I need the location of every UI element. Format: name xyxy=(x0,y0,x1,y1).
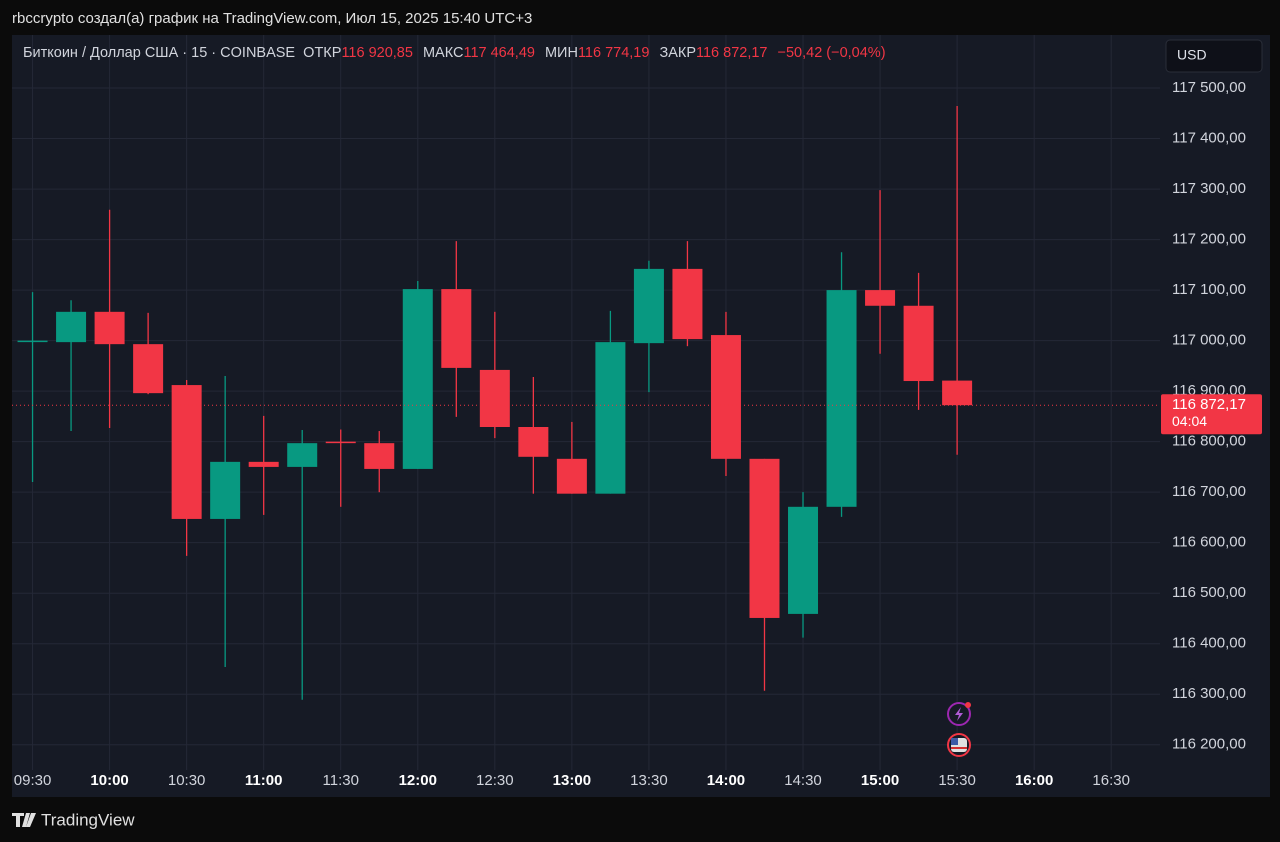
x-tick-label: 11:30 xyxy=(323,772,359,789)
chart-panel xyxy=(12,35,1270,797)
currency[interactable]: USD xyxy=(1177,47,1207,63)
legend-label: МАКС xyxy=(422,45,464,61)
y-tick-label: 117 100,00 xyxy=(1172,281,1246,298)
candle-body xyxy=(479,369,510,427)
candle-body xyxy=(556,458,587,494)
y-tick-label: 117 300,00 xyxy=(1172,180,1246,197)
brand: TradingView xyxy=(12,810,135,829)
candle-body xyxy=(402,289,433,469)
x-tick-label: 12:30 xyxy=(476,772,514,789)
candle-body xyxy=(287,443,318,467)
lightning xyxy=(955,707,963,721)
candle-body xyxy=(595,342,626,494)
legend-label: ЗАКР xyxy=(659,45,696,61)
candle-body xyxy=(56,311,87,343)
candle-body xyxy=(749,458,780,618)
x-tick-label: 10:30 xyxy=(168,772,206,789)
x-tick-label: 13:00 xyxy=(553,772,591,789)
legend-label: ОТКР xyxy=(303,45,342,61)
x-tick-label: 14:30 xyxy=(784,772,822,789)
candle-body xyxy=(248,461,279,467)
x-tick-label: 13:30 xyxy=(630,772,668,789)
x-tick-label: 09:30 xyxy=(14,772,52,789)
legend-value: 117 464,49 xyxy=(463,45,535,61)
candle-body xyxy=(633,268,664,344)
event-dot xyxy=(965,702,971,708)
currency-box[interactable] xyxy=(1165,39,1263,73)
candle-body xyxy=(826,290,857,507)
price-label: 116 872,17 xyxy=(1172,396,1246,413)
candle-body xyxy=(364,443,395,469)
y-tick-label: 117 500,00 xyxy=(1172,79,1246,96)
candle-body xyxy=(17,340,48,343)
price-label-box xyxy=(1161,394,1262,435)
candle-body xyxy=(133,344,164,394)
grid: 116 200,00 116 300,00 116 400,00 116 500,00… xyxy=(12,35,1246,789)
candle-body xyxy=(171,385,202,519)
candle-body xyxy=(94,311,125,345)
countdown: 04:04 xyxy=(1172,413,1207,429)
legend-value: 116 920,85 xyxy=(341,45,413,61)
candle-body xyxy=(865,290,896,306)
x-tick-label: 15:00 xyxy=(861,772,899,789)
candle-body xyxy=(210,461,241,519)
x-tick-label: 12:00 xyxy=(399,772,437,789)
y-tick-label: 117 400,00 xyxy=(1172,130,1246,147)
y-tick-label: 116 200,00 xyxy=(1172,736,1246,753)
candle-body xyxy=(903,305,934,382)
candle-body xyxy=(441,289,472,368)
x-tick-label: 11:00 xyxy=(245,772,283,789)
y-tick-label: 117 000,00 xyxy=(1172,332,1246,349)
logo xyxy=(12,813,36,827)
event-icons xyxy=(947,702,971,757)
y-tick-label: 116 300,00 xyxy=(1172,685,1246,702)
y-tick-label: 116 400,00 xyxy=(1172,635,1246,652)
x-tick-label: 10:00 xyxy=(90,772,128,789)
x-tick-label: 15:30 xyxy=(938,772,976,789)
legend-label: МИН xyxy=(544,45,578,61)
flag-canton xyxy=(951,738,958,745)
candle-body xyxy=(788,506,819,614)
y-tick-label: 116 700,00 xyxy=(1172,483,1246,500)
y-tick-label: 116 500,00 xyxy=(1172,584,1246,601)
x-tick-label: 14:00 xyxy=(707,772,745,789)
y-tick-label: 116 600,00 xyxy=(1172,534,1246,551)
legend-value: 116 872,17 xyxy=(696,45,768,61)
brand-name: TradingView xyxy=(41,810,135,829)
candle-body xyxy=(672,268,703,340)
legend: Биткоин / Доллар США · 15 · COINBASE ОТК… xyxy=(23,45,896,61)
y-tick-label: 117 200,00 xyxy=(1172,231,1246,248)
legend-value: 116 774,19 xyxy=(577,45,650,61)
x-tick-label: 16:00 xyxy=(1015,772,1053,789)
caption: rbccrypto создал(а) график на TradingVie… xyxy=(12,10,532,27)
symbol: Биткоин / Доллар США · 15 · COINBASE xyxy=(23,45,296,61)
candle-body xyxy=(710,335,741,459)
candle-body xyxy=(325,441,356,444)
legend-change: −50,42 (−0,04%) xyxy=(777,45,886,61)
x-tick-label: 16:30 xyxy=(1092,772,1130,789)
y-tick-label: 116 800,00 xyxy=(1172,433,1246,450)
candle-body xyxy=(518,427,549,457)
candle-body xyxy=(942,380,973,406)
